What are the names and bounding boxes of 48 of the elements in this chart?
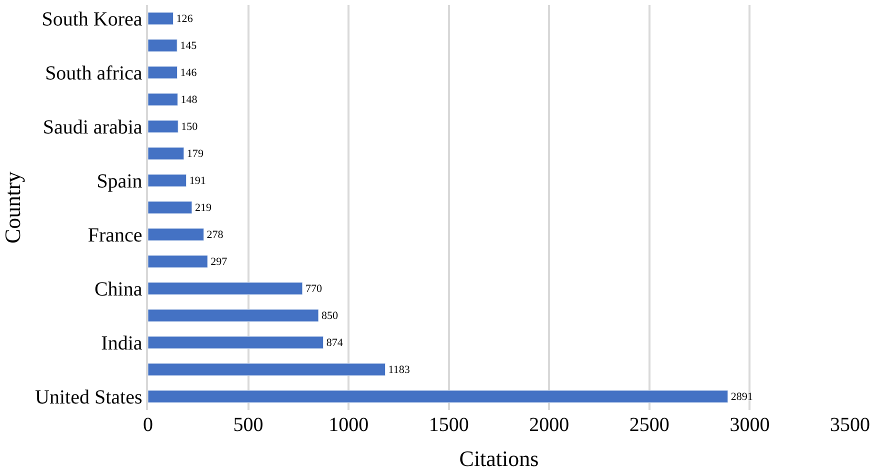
data-label: 297 <box>210 256 228 268</box>
y-tick-label: South Korea <box>42 8 142 30</box>
bar <box>148 66 178 79</box>
bar <box>148 120 178 133</box>
data-label: 770 <box>305 282 322 295</box>
bar <box>148 255 208 268</box>
bar <box>148 39 178 52</box>
x-tick-label: 3500 <box>830 414 870 436</box>
bar <box>148 363 386 376</box>
data-label: 148 <box>180 94 198 106</box>
data-label: 145 <box>180 40 198 52</box>
y-tick-label: China <box>94 278 142 300</box>
y-tick-label: France <box>88 224 142 246</box>
y-axis-title: Country <box>0 171 25 244</box>
x-tick-label: 1000 <box>328 414 369 436</box>
data-label: 2891 <box>730 390 753 403</box>
y-tick-label: South africa <box>45 62 142 84</box>
x-tick-label: 3000 <box>730 414 770 436</box>
data-label: 1183 <box>388 364 410 376</box>
y-tick-label: Spain <box>96 170 142 192</box>
bar <box>148 282 303 295</box>
data-label: 191 <box>189 174 206 187</box>
bar <box>148 12 174 25</box>
data-label: 146 <box>180 66 198 79</box>
x-axis-title: Citations <box>459 446 539 471</box>
bar <box>148 174 187 187</box>
x-tick-label: 0 <box>143 414 153 436</box>
bar <box>148 201 192 214</box>
x-tick-label: 2500 <box>629 414 670 436</box>
bar <box>148 93 178 106</box>
data-label: 219 <box>194 202 212 214</box>
bar <box>148 336 324 349</box>
data-label: 126 <box>176 12 194 25</box>
data-label: 278 <box>206 228 224 241</box>
y-tick-label: United States <box>35 386 142 408</box>
bar <box>148 309 319 322</box>
x-tick-label: 1500 <box>428 414 469 436</box>
data-label: 179 <box>186 148 204 160</box>
y-tick-label: India <box>101 332 142 354</box>
bar <box>148 390 728 403</box>
data-label: 850 <box>322 310 339 322</box>
data-label: 874 <box>326 336 344 349</box>
bar <box>148 147 184 160</box>
x-tick-label: 500 <box>233 414 264 436</box>
data-label: 150 <box>181 120 198 133</box>
y-tick-label: Saudi arabia <box>42 116 142 138</box>
bar <box>148 228 204 241</box>
x-tick-label: 2000 <box>529 414 570 436</box>
